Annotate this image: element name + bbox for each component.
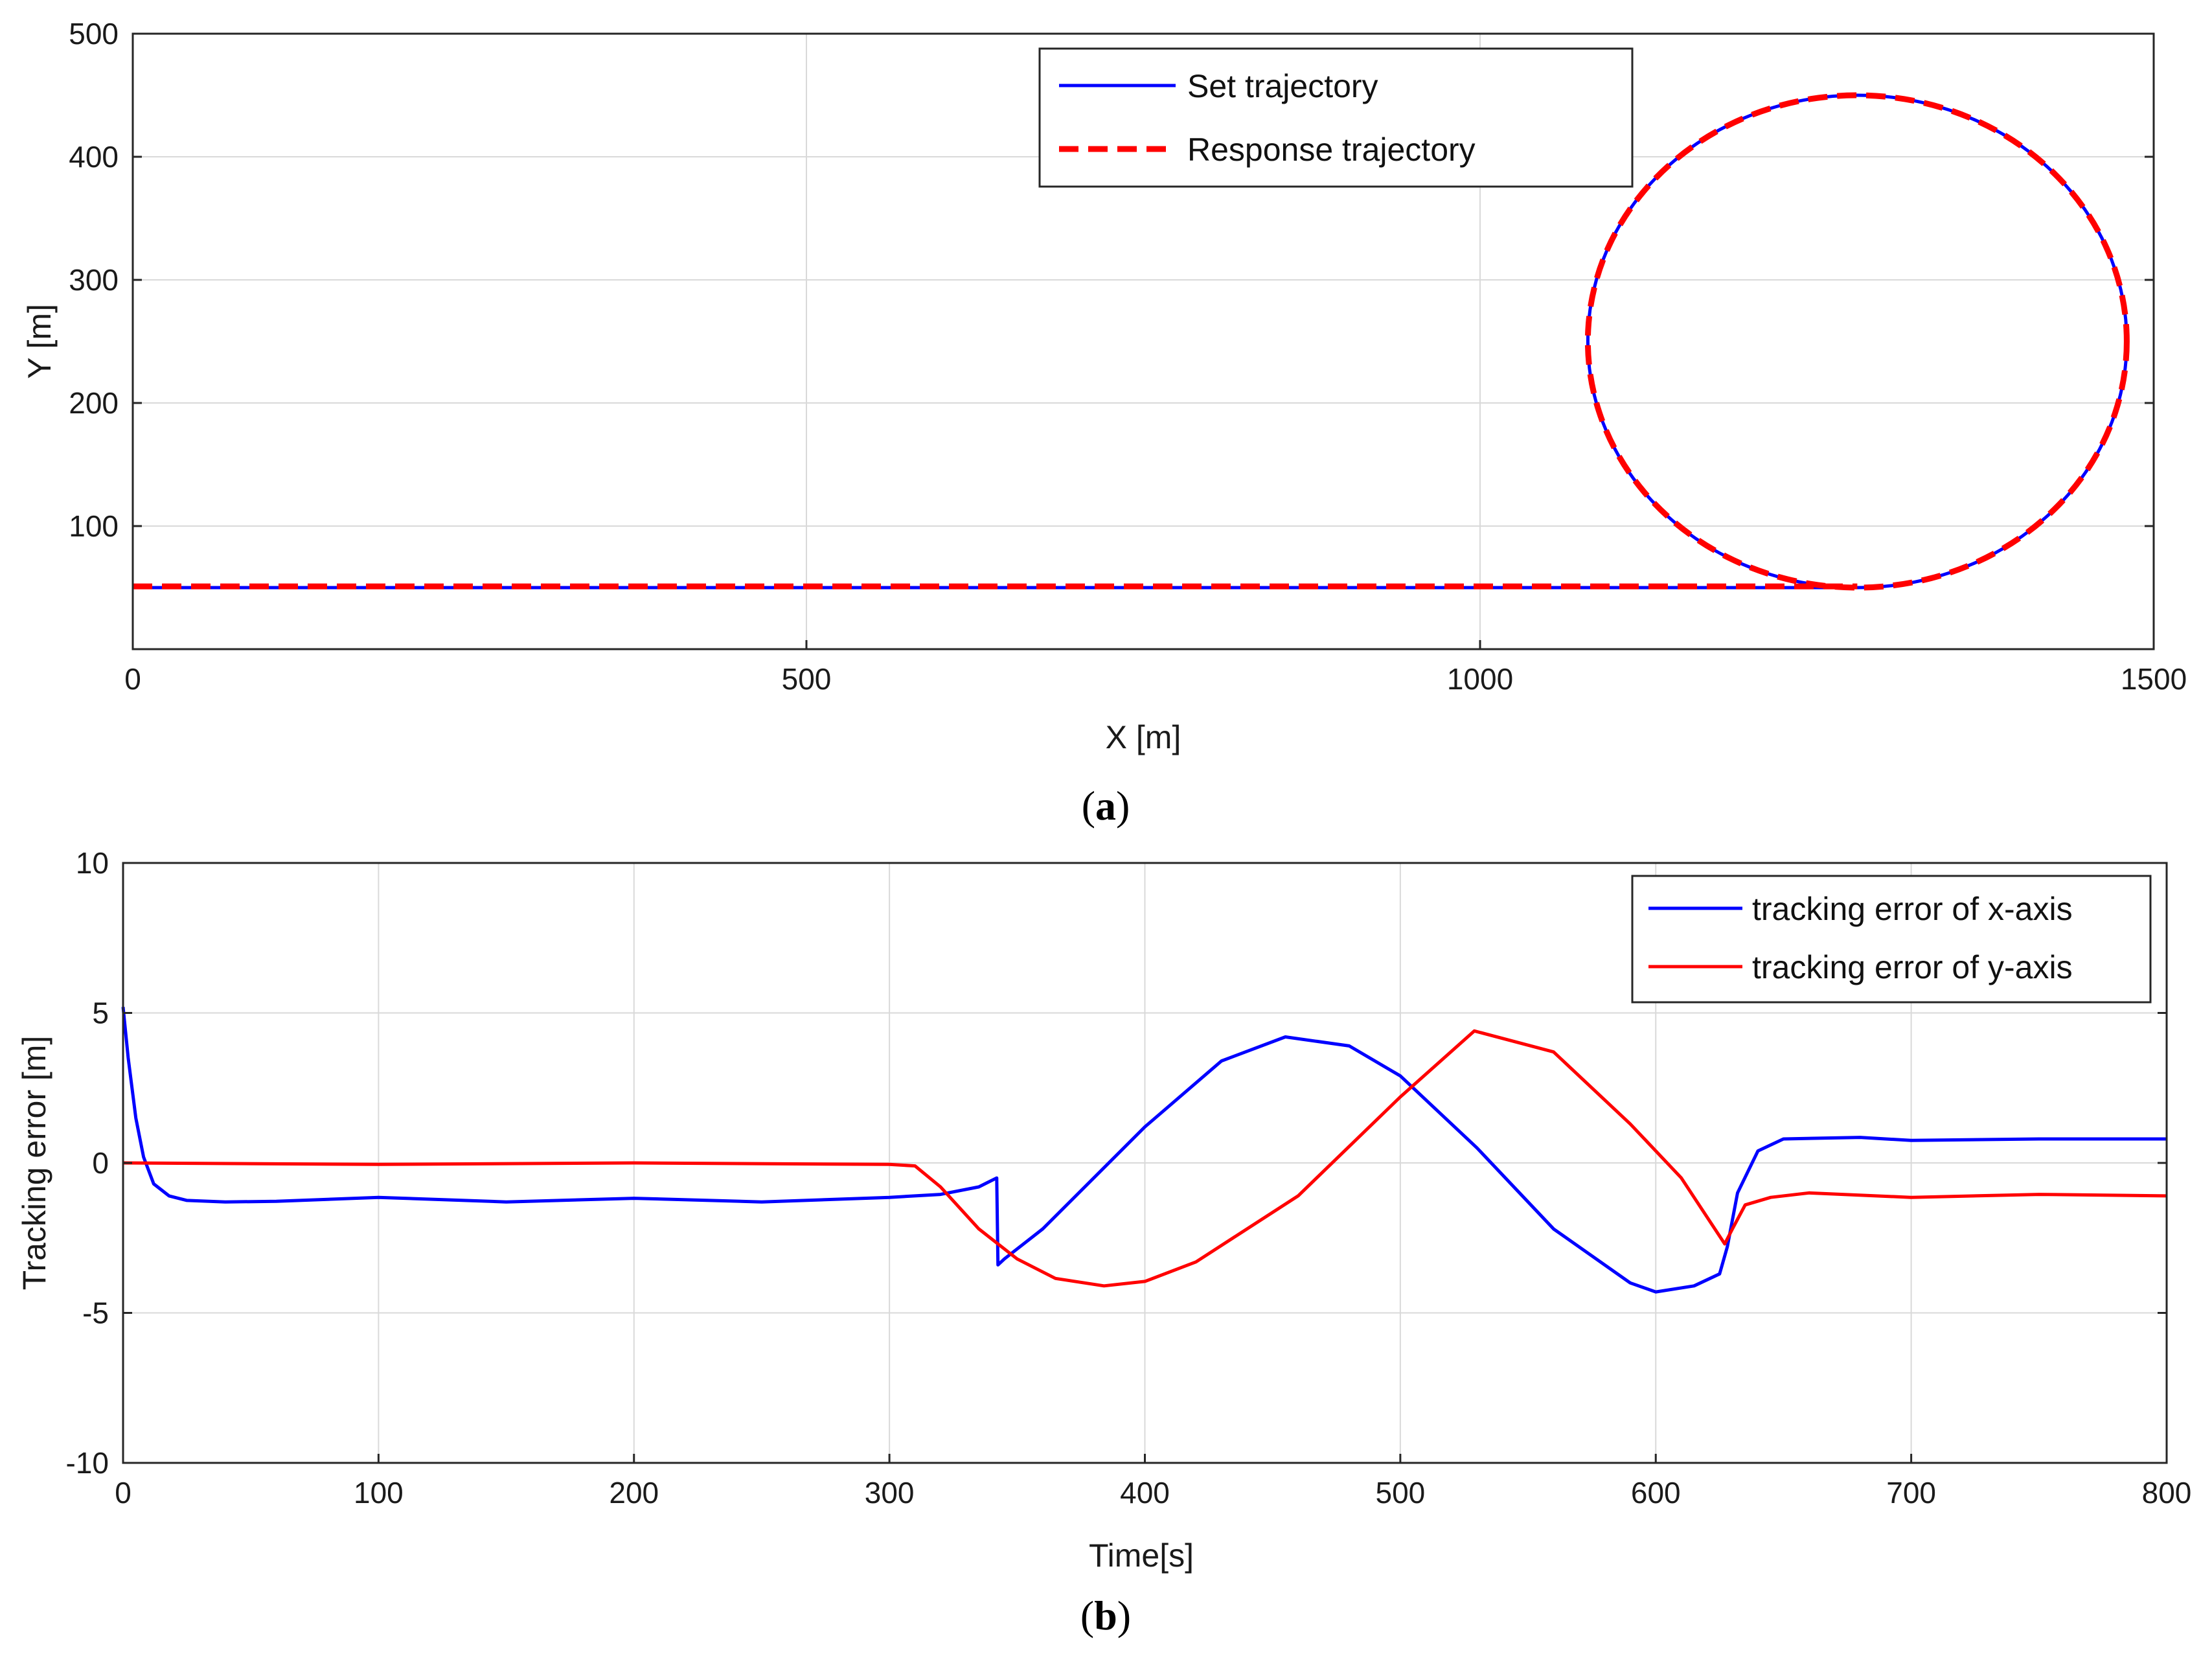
panel-b-xtick-label: 600 <box>1631 1476 1681 1510</box>
panel-a-legend: Set trajectory Response trajectory <box>1038 47 1634 188</box>
caption-b-open: ( <box>1080 1592 1094 1638</box>
panel-a-ytick-label: 200 <box>69 386 119 420</box>
panel-b-ylabel: Tracking error [m] <box>16 1036 52 1291</box>
panel-a-ytick-label: 300 <box>69 263 119 297</box>
panel-a-xtick-label: 500 <box>782 662 832 696</box>
legend-label-x-axis-error: tracking error of x-axis <box>1752 891 2073 927</box>
panel-a-xtick-label: 1500 <box>2121 662 2187 696</box>
panel-b-xtick-label: 200 <box>609 1476 659 1510</box>
panel-a-ytick-label: 500 <box>69 17 119 51</box>
panel-b-xtick-label: 400 <box>1120 1476 1170 1510</box>
panel-b-xtick-label: 100 <box>354 1476 404 1510</box>
panel-b-plot-area <box>121 1006 2167 1294</box>
panel-a-ytick-label: 100 <box>69 509 119 543</box>
caption-a-letter: a <box>1095 783 1116 829</box>
panel-b-xtick-label: 700 <box>1886 1476 1936 1510</box>
caption-b-close: ) <box>1117 1592 1131 1638</box>
legend-label-set-trajectory: Set trajectory <box>1187 68 1378 104</box>
panel-a-ticks: 0 500 1000 1500 100 200 300 400 500 <box>69 17 2187 696</box>
panel-b-ytick-label: -5 <box>82 1296 109 1330</box>
panel-b-xlabel: Time[s] <box>1089 1537 1194 1574</box>
panel-b-xtick-label: 500 <box>1376 1476 1426 1510</box>
panel-b-ytick-label: 5 <box>92 996 109 1030</box>
panel-b-xtick-label: 800 <box>2142 1476 2192 1510</box>
panel-b-ytick-label: 0 <box>92 1146 109 1180</box>
panel-b-ticks: 0 100 200 300 400 500 600 700 800 -10 -5 0 5 10 <box>66 846 2192 1510</box>
panel-a-caption: (a) <box>1082 783 1130 829</box>
series-tracking-error-of-y-axis <box>122 1029 2167 1288</box>
panel-b: 0 100 200 300 400 500 600 700 800 -10 -5 0 5 10 Time[… <box>16 846 2191 1638</box>
panel-a-legend-box <box>1038 47 1634 188</box>
panel-b-xtick-label: 300 <box>865 1476 915 1510</box>
panel-b-ytick-label: 10 <box>76 846 109 880</box>
panel-a-ytick-label: 400 <box>69 140 119 174</box>
panel-a-plot-area <box>133 92 2130 591</box>
panel-b-legend: tracking error of x-axis tracking error … <box>1631 875 2152 1004</box>
legend-label-y-axis-error: tracking error of y-axis <box>1752 949 2073 985</box>
panel-b-ytick-label: -10 <box>66 1446 109 1480</box>
panel-b-legend-box <box>1631 875 2152 1004</box>
series-tracking-error-of-x-axis <box>121 1006 2167 1294</box>
caption-a-open: ( <box>1082 783 1095 829</box>
panel-a-axes-box <box>131 32 2155 650</box>
legend-label-response-trajectory: Response trajectory <box>1187 132 1476 168</box>
caption-a-close: ) <box>1116 783 1130 829</box>
panel-a-xtick-label: 0 <box>124 662 141 696</box>
panel-b-caption: (b) <box>1080 1592 1131 1638</box>
panel-b-xtick-label: 0 <box>115 1476 131 1510</box>
caption-b-letter: b <box>1094 1592 1117 1638</box>
panel-a-xlabel: X [m] <box>1106 719 1181 755</box>
panel-a-xtick-label: 1000 <box>1447 662 1513 696</box>
series-response-trajectory-loop <box>1584 92 2130 591</box>
panel-a-ylabel: Y [m] <box>21 304 58 379</box>
